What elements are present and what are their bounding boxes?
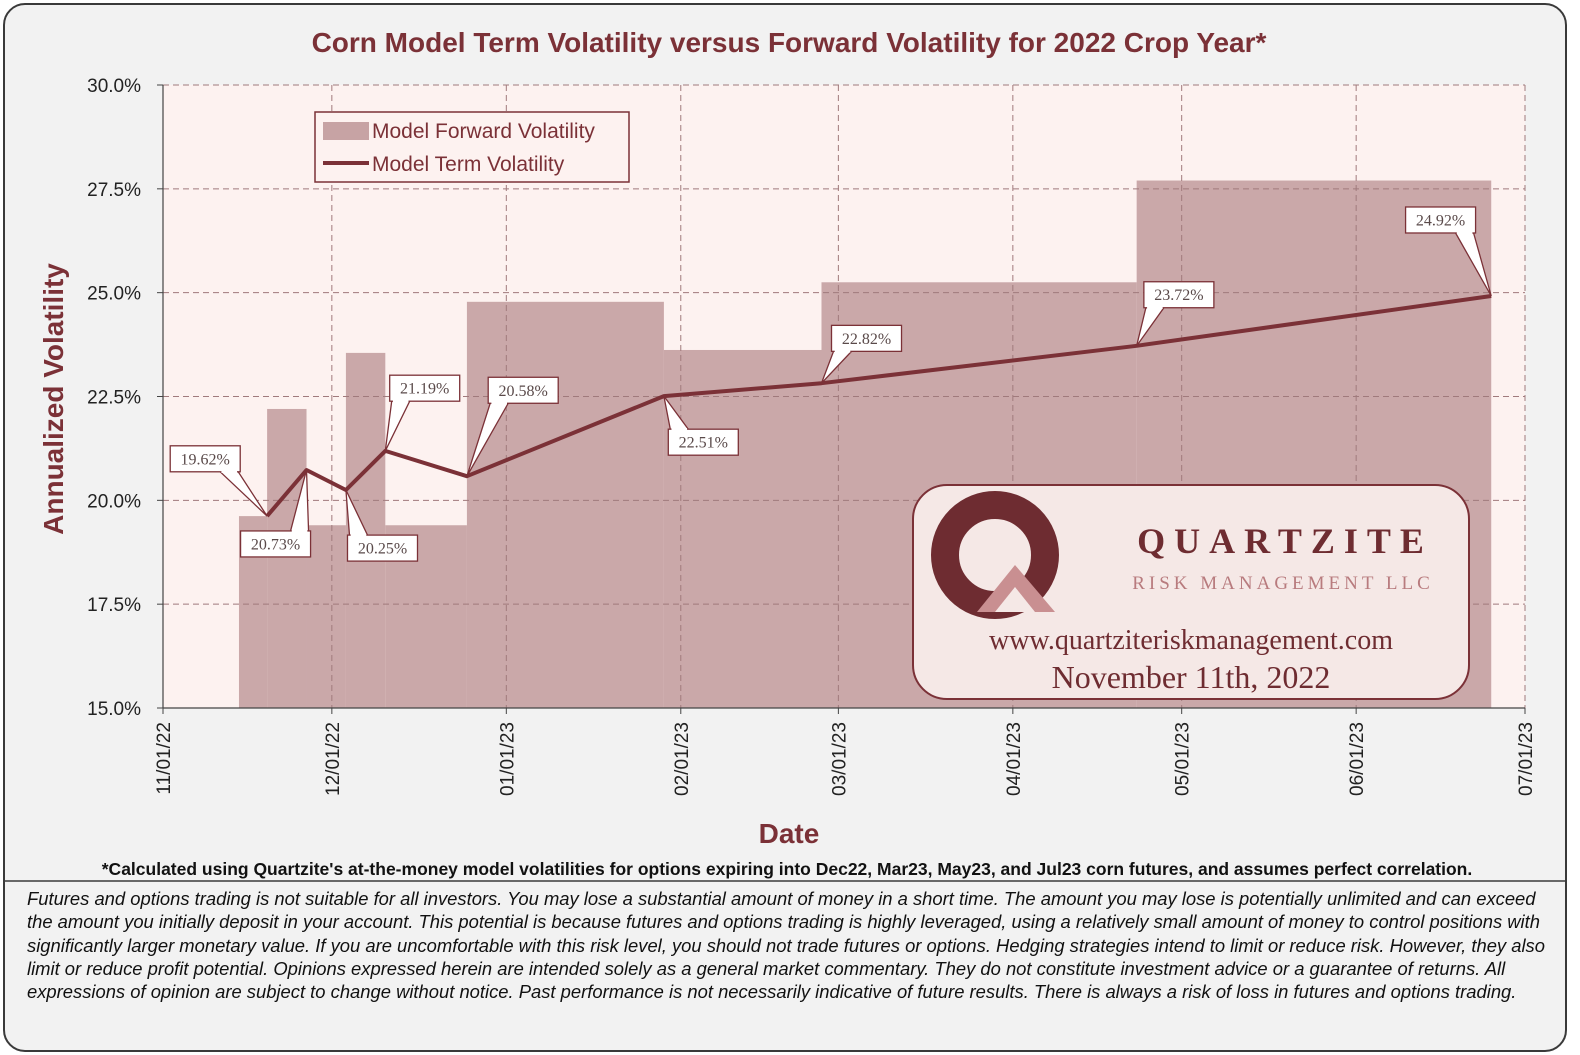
callout-box <box>487 376 559 404</box>
logo-company-name: QUARTZITE <box>1137 521 1433 561</box>
data-label-3: 20.25% <box>345 489 419 562</box>
chart-title: Corn Model Term Volatility versus Forwar… <box>312 27 1267 58</box>
y-tick-label: 17.5% <box>87 595 141 616</box>
y-axis-title: Annualized Volatility <box>38 263 69 535</box>
callout-box <box>830 324 903 353</box>
logo-website-url: www.quartziteriskmanagement.com <box>989 625 1393 656</box>
y-tick-label: 30.0% <box>87 76 141 97</box>
data-label-text: 21.19% <box>400 381 449 398</box>
legend: Model Forward Volatility Model Term Vola… <box>314 111 630 183</box>
callout-box <box>1404 206 1477 234</box>
forward-bar-3 <box>306 525 346 708</box>
legend-label-forward: Model Forward Volatility <box>372 120 595 143</box>
forward-bar-7 <box>663 349 822 708</box>
data-label-text: 24.92% <box>1416 212 1465 229</box>
data-label-2: 20.73% <box>239 469 312 558</box>
data-label-1: 19.62% <box>169 445 268 517</box>
data-label-7: 22.82% <box>820 324 903 384</box>
callout-box <box>1143 281 1215 309</box>
x-tick-label: 06/01/23 <box>1347 722 1368 796</box>
data-label-text: 22.82% <box>842 331 891 348</box>
data-label-text: 20.58% <box>499 383 548 400</box>
logo-company-subtitle: RISK MANAGEMENT LLC <box>1132 573 1434 594</box>
data-label-5: 20.58% <box>466 376 559 477</box>
data-label-4: 21.19% <box>384 374 461 452</box>
x-tick-label: 01/01/23 <box>497 722 518 796</box>
legend-swatch-forward <box>323 122 369 140</box>
legend-label-term: Model Term Volatility <box>372 153 565 176</box>
y-tick-label: 27.5% <box>87 180 141 201</box>
callout-box <box>239 530 312 558</box>
callout-box <box>169 445 241 473</box>
y-tick-label: 15.0% <box>87 699 141 720</box>
data-label-text: 19.62% <box>181 451 230 468</box>
callout-box <box>346 534 419 562</box>
data-label-9: 24.92% <box>1404 206 1492 297</box>
x-axis-title: Date <box>759 818 820 849</box>
x-tick-label: 03/01/23 <box>829 722 850 796</box>
data-label-6: 22.51% <box>663 395 739 456</box>
data-labels: 19.62% 20.73% 20.25% 21.19% 20.58% 22.51% 22.8… <box>169 206 1492 562</box>
data-label-8: 23.72% <box>1136 281 1215 347</box>
data-label-text: 20.73% <box>251 536 300 553</box>
chart-canvas: Corn Model Term Volatility versus Forwar… <box>5 27 1565 882</box>
x-tick-label: 07/01/23 <box>1516 722 1537 796</box>
y-tick-label: 20.0% <box>87 491 141 512</box>
x-tick-label: 02/01/23 <box>672 722 693 796</box>
forward-bar-6 <box>466 301 664 708</box>
company-logo-box: QUARTZITE RISK MANAGEMENT LLC www.quartz… <box>912 484 1470 700</box>
y-tick-label: 22.5% <box>87 388 141 409</box>
x-tick-label: 05/01/23 <box>1173 722 1194 796</box>
callout-box <box>667 428 739 456</box>
x-tick-label: 04/01/23 <box>1004 722 1025 796</box>
data-label-text: 20.25% <box>358 541 407 558</box>
data-label-text: 23.72% <box>1154 287 1203 304</box>
callout-box <box>389 374 461 402</box>
x-tick-label: 12/01/22 <box>323 722 344 796</box>
axes: 15.0% 17.5% 20.0% 22.5% 25.0% 27.5% 30.0% 11/01… <box>87 76 1537 796</box>
forward-bar-2 <box>267 408 307 708</box>
x-tick-label: 11/01/22 <box>154 722 175 795</box>
logo-date: November 11th, 2022 <box>1052 659 1331 695</box>
disclaimer-text: Futures and options trading is not suita… <box>27 888 1545 1003</box>
quartzite-logo-icon <box>931 491 1059 619</box>
data-label-text: 22.51% <box>679 435 728 452</box>
chart-footnote: *Calculated using Quartzite's at-the-mon… <box>102 859 1472 879</box>
y-tick-label: 25.0% <box>87 284 141 305</box>
chart-frame: Corn Model Term Volatility versus Forwar… <box>3 3 1567 1052</box>
